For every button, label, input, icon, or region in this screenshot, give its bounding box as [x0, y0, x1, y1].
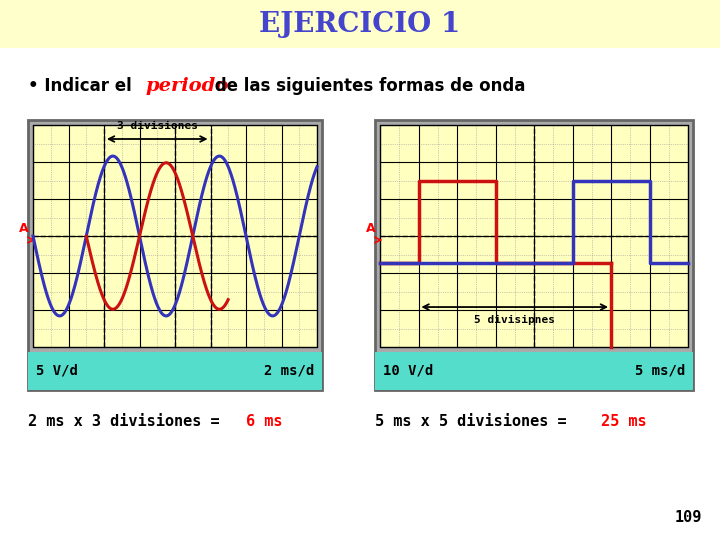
Text: • Indicar el: • Indicar el [28, 77, 138, 95]
Text: 2 ms x 3 divisiones =: 2 ms x 3 divisiones = [28, 415, 229, 429]
Text: EJERCICIO 1: EJERCICIO 1 [259, 10, 461, 37]
Bar [0, 0, 720, 48]
Text: 5 divisipnes: 5 divisipnes [474, 315, 555, 325]
Text: 5 ms/d: 5 ms/d [635, 364, 685, 378]
Text: 5 V/d: 5 V/d [36, 364, 78, 378]
Bar [380, 125, 688, 347]
Bar [28, 352, 322, 390]
Text: periodo: periodo [146, 77, 229, 95]
Text: 5 ms x 5 divisiones =: 5 ms x 5 divisiones = [375, 415, 576, 429]
Bar [375, 120, 693, 390]
Bar [375, 352, 693, 390]
Text: 10 V/d: 10 V/d [383, 364, 433, 378]
Text: 2 ms/d: 2 ms/d [264, 364, 314, 378]
Text: A: A [19, 222, 29, 235]
Text: 25 ms: 25 ms [601, 415, 647, 429]
Text: A: A [366, 222, 376, 235]
Text: de las siguientes formas de onda: de las siguientes formas de onda [209, 77, 526, 95]
Text: 6 ms: 6 ms [246, 415, 282, 429]
Bar [33, 125, 317, 347]
Text: 109: 109 [675, 510, 702, 525]
Bar [28, 120, 322, 390]
Text: 3 divisiones: 3 divisiones [117, 121, 198, 131]
